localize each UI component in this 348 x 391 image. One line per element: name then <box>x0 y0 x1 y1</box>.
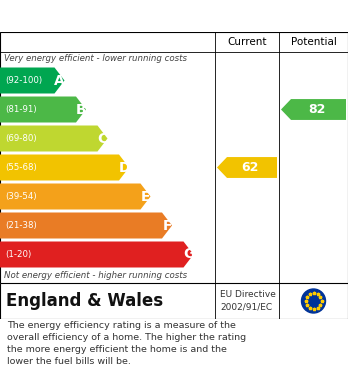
Text: England & Wales: England & Wales <box>6 292 163 310</box>
Text: EU Directive: EU Directive <box>220 290 276 299</box>
Text: Very energy efficient - lower running costs: Very energy efficient - lower running co… <box>4 54 187 63</box>
Polygon shape <box>281 99 346 120</box>
Text: (69-80): (69-80) <box>5 134 37 143</box>
Polygon shape <box>0 97 86 122</box>
Polygon shape <box>0 68 64 93</box>
Text: Potential: Potential <box>291 37 337 47</box>
Text: (81-91): (81-91) <box>5 105 37 114</box>
Text: (39-54): (39-54) <box>5 192 37 201</box>
Text: Current: Current <box>227 37 267 47</box>
Polygon shape <box>0 212 172 239</box>
Polygon shape <box>217 157 277 178</box>
Text: F: F <box>162 219 172 233</box>
Text: E: E <box>141 190 150 203</box>
Text: G: G <box>183 248 194 262</box>
Text: 82: 82 <box>308 103 325 116</box>
Text: 62: 62 <box>241 161 259 174</box>
Text: (1-20): (1-20) <box>5 250 31 259</box>
Text: (92-100): (92-100) <box>5 76 42 85</box>
Text: A: A <box>54 74 65 88</box>
Circle shape <box>301 289 325 313</box>
Polygon shape <box>0 154 129 181</box>
Text: D: D <box>118 160 130 174</box>
Text: (21-38): (21-38) <box>5 221 37 230</box>
Polygon shape <box>0 126 108 151</box>
Text: Energy Efficiency Rating: Energy Efficiency Rating <box>60 7 288 25</box>
Text: The energy efficiency rating is a measure of the
overall efficiency of a home. T: The energy efficiency rating is a measur… <box>7 321 246 366</box>
Text: B: B <box>76 102 86 117</box>
Polygon shape <box>0 183 150 210</box>
Text: C: C <box>97 131 108 145</box>
Polygon shape <box>0 242 193 267</box>
Text: Not energy efficient - higher running costs: Not energy efficient - higher running co… <box>4 271 187 280</box>
Text: (55-68): (55-68) <box>5 163 37 172</box>
Text: 2002/91/EC: 2002/91/EC <box>220 303 272 312</box>
